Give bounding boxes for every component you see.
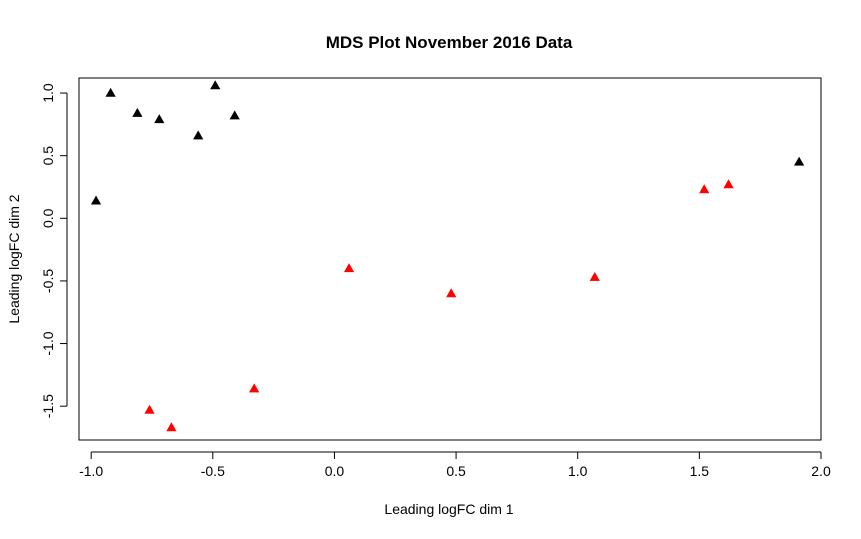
data-point-triangle	[210, 80, 221, 90]
data-point-triangle	[144, 404, 155, 414]
data-point-triangle	[589, 271, 600, 281]
data-point-triangle	[229, 110, 240, 120]
data-point-triangle	[343, 263, 355, 273]
y-axis-label: Leading logFC dim 2	[6, 194, 22, 323]
data-point-triangle	[249, 383, 260, 393]
data-point-triangle	[154, 114, 165, 124]
plot-frame	[78, 77, 822, 441]
x-tick-label: 0.5	[446, 463, 466, 479]
data-point-triangle	[105, 87, 116, 97]
data-point-triangle	[723, 179, 734, 189]
data-point-triangle	[90, 195, 102, 205]
y-tick-label: -0.5	[40, 269, 56, 293]
data-point-triangle	[446, 288, 457, 298]
x-tick-label: 0.0	[325, 463, 345, 479]
y-tick-label: 0.0	[40, 208, 56, 228]
data-point-triangle	[699, 184, 710, 194]
x-tick-label: 1.5	[690, 463, 710, 479]
y-tick-label: -1.5	[40, 394, 56, 418]
x-tick-label: -1.0	[79, 463, 103, 479]
x-tick-label: 2.0	[811, 463, 831, 479]
x-tick-label: -0.5	[201, 463, 225, 479]
data-point-triangle	[132, 107, 143, 117]
y-axis-ticks: 1.0 0.5 0.0 -0.5 -1.0 -1.5	[40, 83, 67, 418]
y-tick-label: 1.0	[40, 83, 56, 103]
data-point-triangle	[166, 422, 177, 432]
x-axis-label: Leading logFC dim 1	[384, 501, 513, 517]
data-points	[90, 80, 805, 432]
y-tick-label: 0.5	[40, 146, 56, 166]
data-point-triangle	[793, 156, 805, 166]
x-axis-ticks: -1.0 -0.5 0.0 0.5 1.0 1.5 2.0	[79, 452, 831, 479]
data-point-triangle	[193, 130, 204, 140]
y-tick-label: -1.0	[40, 331, 56, 355]
chart-title: MDS Plot November 2016 Data	[326, 33, 573, 52]
x-tick-label: 1.0	[568, 463, 588, 479]
